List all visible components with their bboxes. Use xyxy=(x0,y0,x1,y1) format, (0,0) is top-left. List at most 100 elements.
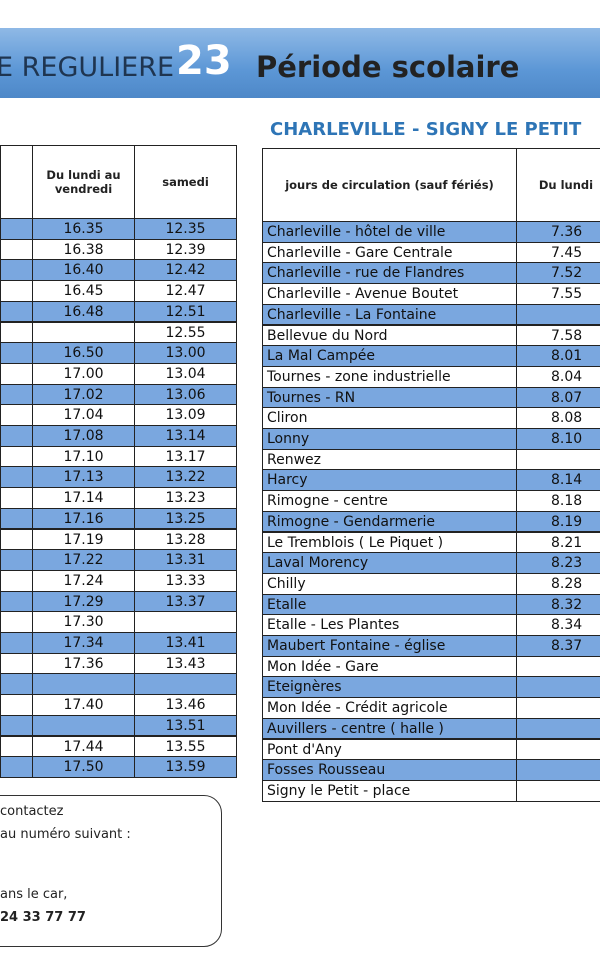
stop-time: 8.23 xyxy=(516,552,600,574)
stop-time xyxy=(516,759,600,781)
stop-name: Laval Morency xyxy=(262,552,517,574)
note-line: contactez xyxy=(0,804,64,819)
header-band xyxy=(0,28,600,98)
left-time: 13.59 xyxy=(134,756,237,778)
period: Période scolaire xyxy=(256,50,520,84)
left-time: 13.14 xyxy=(134,425,237,447)
stop-time xyxy=(516,697,600,719)
stop-name: La Mal Campée xyxy=(262,345,517,367)
left-time: 12.35 xyxy=(134,218,237,240)
left-stub xyxy=(0,507,33,530)
note-line: au numéro suivant : xyxy=(0,827,131,842)
left-time: 13.00 xyxy=(134,342,237,364)
left-time: 13.31 xyxy=(134,549,237,571)
right-header: Du lundi xyxy=(516,148,600,222)
left-time xyxy=(32,714,135,737)
note-line: 24 33 77 77 xyxy=(0,910,86,925)
left-stub xyxy=(0,673,33,696)
left-time: 16.35 xyxy=(32,218,135,240)
left-time: 16.38 xyxy=(32,238,135,261)
stop-time: 8.01 xyxy=(516,345,600,367)
stop-time: 7.55 xyxy=(516,283,600,305)
line-text: E REGULIERE xyxy=(0,52,175,83)
left-time: 13.37 xyxy=(134,590,237,613)
left-time: 13.33 xyxy=(134,569,237,592)
left-stub xyxy=(0,528,33,551)
left-time: 17.44 xyxy=(32,735,135,758)
stop-name: Charleville - La Fontaine xyxy=(262,303,517,326)
stop-time: 8.18 xyxy=(516,490,600,512)
left-stub xyxy=(0,652,33,675)
left-time: 17.40 xyxy=(32,694,135,716)
left-time: 17.34 xyxy=(32,632,135,654)
left-stub xyxy=(0,487,33,509)
note-line: ans le car, xyxy=(0,887,68,902)
stop-name: Charleville - Gare Centrale xyxy=(262,241,517,264)
left-time: 17.29 xyxy=(32,590,135,613)
left-time: 17.22 xyxy=(32,549,135,571)
left-time: 16.50 xyxy=(32,342,135,364)
stop-name: Etalle xyxy=(262,593,517,616)
left-time: 13.06 xyxy=(134,383,237,406)
left-time: 17.16 xyxy=(32,507,135,530)
left-time xyxy=(134,611,237,633)
left-stub xyxy=(0,321,33,344)
stop-name: Fosses Rousseau xyxy=(262,759,517,781)
left-time: 17.30 xyxy=(32,611,135,633)
left-time: 17.50 xyxy=(32,756,135,778)
left-time: 12.51 xyxy=(134,300,237,323)
stop-time xyxy=(516,676,600,699)
stop-name: Charleville - hôtel de ville xyxy=(262,221,517,243)
left-stub xyxy=(0,404,33,426)
stop-time: 8.07 xyxy=(516,386,600,409)
left-time: 12.42 xyxy=(134,259,237,282)
left-time: 13.55 xyxy=(134,735,237,758)
left-time: 17.36 xyxy=(32,652,135,675)
left-stub xyxy=(0,549,33,571)
left-time: 12.55 xyxy=(134,321,237,344)
stop-name: Charleville - Avenue Boutet xyxy=(262,283,517,305)
stop-time: 7.45 xyxy=(516,241,600,264)
left-time: 17.13 xyxy=(32,466,135,489)
left-time: 13.23 xyxy=(134,487,237,509)
note-box xyxy=(0,795,222,947)
left-stub xyxy=(0,259,33,282)
stop-time xyxy=(516,303,600,326)
left-time: 13.46 xyxy=(134,694,237,716)
left-time: 13.04 xyxy=(134,362,237,385)
left-stub xyxy=(0,590,33,613)
left-time: 17.04 xyxy=(32,404,135,426)
left-time: 16.45 xyxy=(32,280,135,302)
left-time: 12.47 xyxy=(134,280,237,302)
left-time: 13.25 xyxy=(134,507,237,530)
left-time: 13.43 xyxy=(134,652,237,675)
stop-time xyxy=(516,779,600,802)
stop-time: 8.10 xyxy=(516,428,600,450)
stop-time: 8.14 xyxy=(516,469,600,492)
left-time: 13.22 xyxy=(134,466,237,489)
stop-name: Harcy xyxy=(262,469,517,492)
left-time: 13.28 xyxy=(134,528,237,551)
left-time: 17.14 xyxy=(32,487,135,509)
left-stub xyxy=(0,735,33,758)
left-time: 17.08 xyxy=(32,425,135,447)
left-stub xyxy=(0,280,33,302)
stop-time: 8.08 xyxy=(516,407,600,429)
left-header: samedi xyxy=(134,145,237,219)
left-time: 17.24 xyxy=(32,569,135,592)
stop-time: 7.52 xyxy=(516,262,600,285)
stop-time: 8.28 xyxy=(516,572,600,595)
stop-name: Maubert Fontaine - église xyxy=(262,635,517,657)
left-stub xyxy=(0,218,33,240)
left-stub xyxy=(0,632,33,654)
left-time: 13.41 xyxy=(134,632,237,654)
left-stub xyxy=(0,445,33,468)
stop-name: Le Tremblois ( Le Piquet ) xyxy=(262,531,517,554)
stop-name: Tournes - RN xyxy=(262,386,517,409)
stop-name: Renwez xyxy=(262,448,517,471)
left-stub xyxy=(0,611,33,633)
left-time: 16.40 xyxy=(32,259,135,282)
stop-time: 8.34 xyxy=(516,614,600,636)
stop-time: 7.58 xyxy=(516,324,600,347)
